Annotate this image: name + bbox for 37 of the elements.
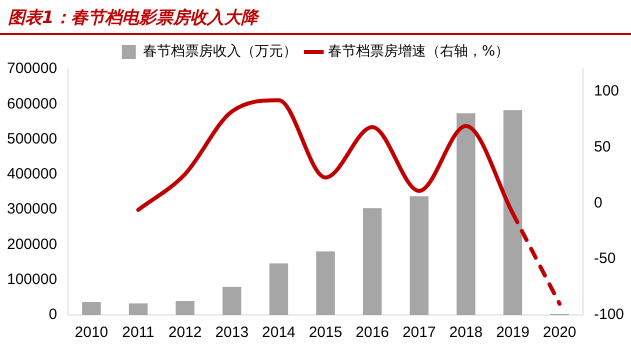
- y-tick-label: 100000: [6, 271, 58, 288]
- y2-tick-label: 50: [594, 138, 611, 156]
- bar: [82, 302, 101, 315]
- x-tick-label: 2013: [215, 324, 249, 342]
- bar: [316, 251, 335, 315]
- legend-label: 春节档票房收入（万元）: [142, 44, 297, 60]
- bar: [503, 110, 522, 315]
- y-tick-label: 300000: [6, 200, 58, 218]
- x-tick-label: 2015: [308, 324, 342, 342]
- legend-label: 春节档票房增速（右轴，%）: [328, 44, 510, 60]
- y2-tick-label: -50: [594, 250, 616, 268]
- y-tick-label: 700000: [6, 60, 58, 78]
- x-tick-label: 2017: [402, 324, 436, 342]
- x-tick-label: 2010: [74, 324, 108, 342]
- x-tick-label: 2018: [449, 324, 483, 342]
- x-tick-label: 2014: [262, 324, 296, 342]
- bar: [222, 286, 242, 315]
- bar: [410, 196, 428, 315]
- bar: [128, 303, 148, 315]
- chart-title: 图表1：春节档电影票房收入大降: [0, 0, 631, 35]
- y-tick-label: 500000: [6, 130, 58, 148]
- bar: [269, 263, 288, 315]
- y-tick-label: 400000: [6, 166, 58, 183]
- x-tick-label: 2019: [496, 324, 530, 342]
- y-tick-label: 600000: [6, 95, 58, 112]
- x-tick-label: 2020: [542, 324, 576, 342]
- y-tick-label: 200000: [6, 236, 58, 253]
- bar: [456, 113, 476, 315]
- y-tick-label: 0: [48, 306, 58, 324]
- bar: [176, 300, 194, 315]
- y2-tick-label: 0: [594, 194, 602, 212]
- y2-tick-label: -100: [594, 306, 624, 324]
- x-tick-label: 2011: [122, 324, 154, 342]
- bar: [362, 208, 382, 315]
- y2-tick-label: 100: [594, 82, 620, 100]
- x-tick-label: 2012: [168, 324, 202, 342]
- x-tick-label: 2016: [356, 324, 390, 342]
